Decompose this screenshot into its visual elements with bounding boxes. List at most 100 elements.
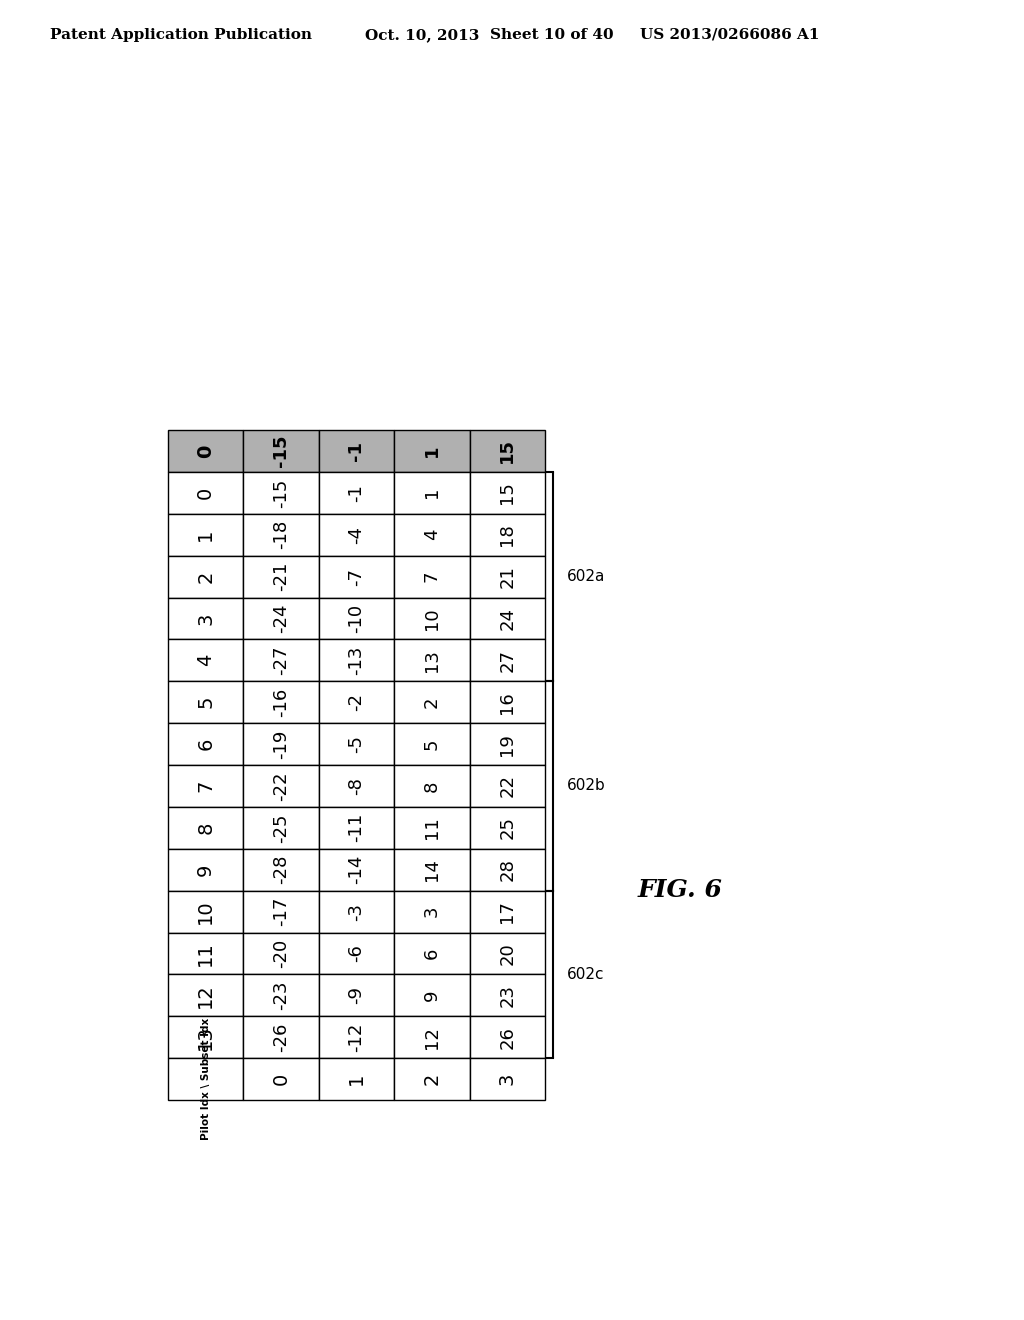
Bar <box>470 723 545 766</box>
Bar <box>244 891 318 932</box>
Text: 0: 0 <box>197 445 215 458</box>
Text: 2: 2 <box>197 570 215 582</box>
Text: 15: 15 <box>499 438 516 463</box>
Bar <box>470 1016 545 1059</box>
Bar <box>318 681 394 723</box>
Text: -23: -23 <box>272 981 290 1010</box>
Text: Oct. 10, 2013: Oct. 10, 2013 <box>365 28 479 42</box>
Text: 17: 17 <box>499 900 516 923</box>
Text: -5: -5 <box>347 735 366 754</box>
Bar <box>244 1059 318 1100</box>
Text: -27: -27 <box>272 645 290 675</box>
Text: 1: 1 <box>423 445 441 457</box>
Text: -22: -22 <box>272 771 290 801</box>
Text: -16: -16 <box>272 688 290 717</box>
Bar <box>394 849 470 891</box>
Bar <box>470 932 545 974</box>
Bar <box>244 974 318 1016</box>
Bar <box>318 639 394 681</box>
Text: 12: 12 <box>197 983 215 1007</box>
Text: Patent Application Publication: Patent Application Publication <box>50 28 312 42</box>
Text: 19: 19 <box>499 733 516 755</box>
Bar <box>470 598 545 639</box>
Bar <box>244 1016 318 1059</box>
Bar <box>470 849 545 891</box>
Bar <box>244 513 318 556</box>
Text: -9: -9 <box>347 986 366 1005</box>
Bar <box>318 430 394 471</box>
Text: 7: 7 <box>423 570 441 582</box>
Text: 602a: 602a <box>567 569 605 583</box>
Bar <box>394 1059 470 1100</box>
Text: 3: 3 <box>423 906 441 917</box>
Bar <box>168 598 244 639</box>
Text: 16: 16 <box>499 690 516 714</box>
Bar <box>318 849 394 891</box>
Bar <box>470 766 545 807</box>
Bar <box>394 723 470 766</box>
Bar <box>394 807 470 849</box>
Bar <box>168 681 244 723</box>
Bar <box>318 932 394 974</box>
Bar <box>168 430 244 471</box>
Text: -17: -17 <box>272 896 290 927</box>
Bar <box>318 513 394 556</box>
Bar <box>470 556 545 598</box>
Bar <box>168 723 244 766</box>
Bar <box>470 891 545 932</box>
Text: 18: 18 <box>499 523 516 546</box>
Text: -1: -1 <box>347 441 366 461</box>
Text: 1: 1 <box>347 1073 366 1085</box>
Bar <box>394 430 470 471</box>
Bar <box>470 471 545 513</box>
Text: 14: 14 <box>423 858 441 882</box>
Text: -20: -20 <box>272 939 290 968</box>
Text: 9: 9 <box>197 863 215 876</box>
Text: -21: -21 <box>272 562 290 591</box>
Bar <box>394 681 470 723</box>
Text: -15: -15 <box>272 478 290 507</box>
Text: 13: 13 <box>423 649 441 672</box>
Bar <box>394 598 470 639</box>
Bar <box>318 723 394 766</box>
Bar <box>470 807 545 849</box>
Text: 5: 5 <box>197 696 215 709</box>
Bar <box>394 974 470 1016</box>
Text: 6: 6 <box>423 948 441 960</box>
Bar <box>394 766 470 807</box>
Text: -24: -24 <box>272 603 290 634</box>
Bar <box>470 681 545 723</box>
Text: 11: 11 <box>423 817 441 840</box>
Bar <box>244 932 318 974</box>
Bar <box>318 598 394 639</box>
Text: 602b: 602b <box>567 779 606 793</box>
Bar <box>168 471 244 513</box>
Text: 7: 7 <box>197 780 215 792</box>
Text: -12: -12 <box>347 1023 366 1052</box>
Text: -10: -10 <box>347 603 366 634</box>
Bar <box>168 1059 244 1100</box>
Bar <box>318 766 394 807</box>
Bar <box>168 1016 244 1059</box>
Text: -13: -13 <box>347 645 366 675</box>
Text: 2: 2 <box>423 697 441 708</box>
Text: 23: 23 <box>499 983 516 1007</box>
Bar <box>394 932 470 974</box>
Bar <box>318 974 394 1016</box>
Text: FIG. 6: FIG. 6 <box>638 878 723 902</box>
Text: 10: 10 <box>423 607 441 630</box>
Text: -2: -2 <box>347 693 366 711</box>
Bar <box>168 891 244 932</box>
Bar <box>168 807 244 849</box>
Bar <box>244 807 318 849</box>
Bar <box>318 1016 394 1059</box>
Bar <box>470 639 545 681</box>
Text: 2: 2 <box>423 1073 441 1085</box>
Text: 24: 24 <box>499 607 516 630</box>
Bar <box>168 974 244 1016</box>
Bar <box>168 849 244 891</box>
Text: 27: 27 <box>499 649 516 672</box>
Bar <box>394 1016 470 1059</box>
Bar <box>244 766 318 807</box>
Text: 4: 4 <box>197 655 215 667</box>
